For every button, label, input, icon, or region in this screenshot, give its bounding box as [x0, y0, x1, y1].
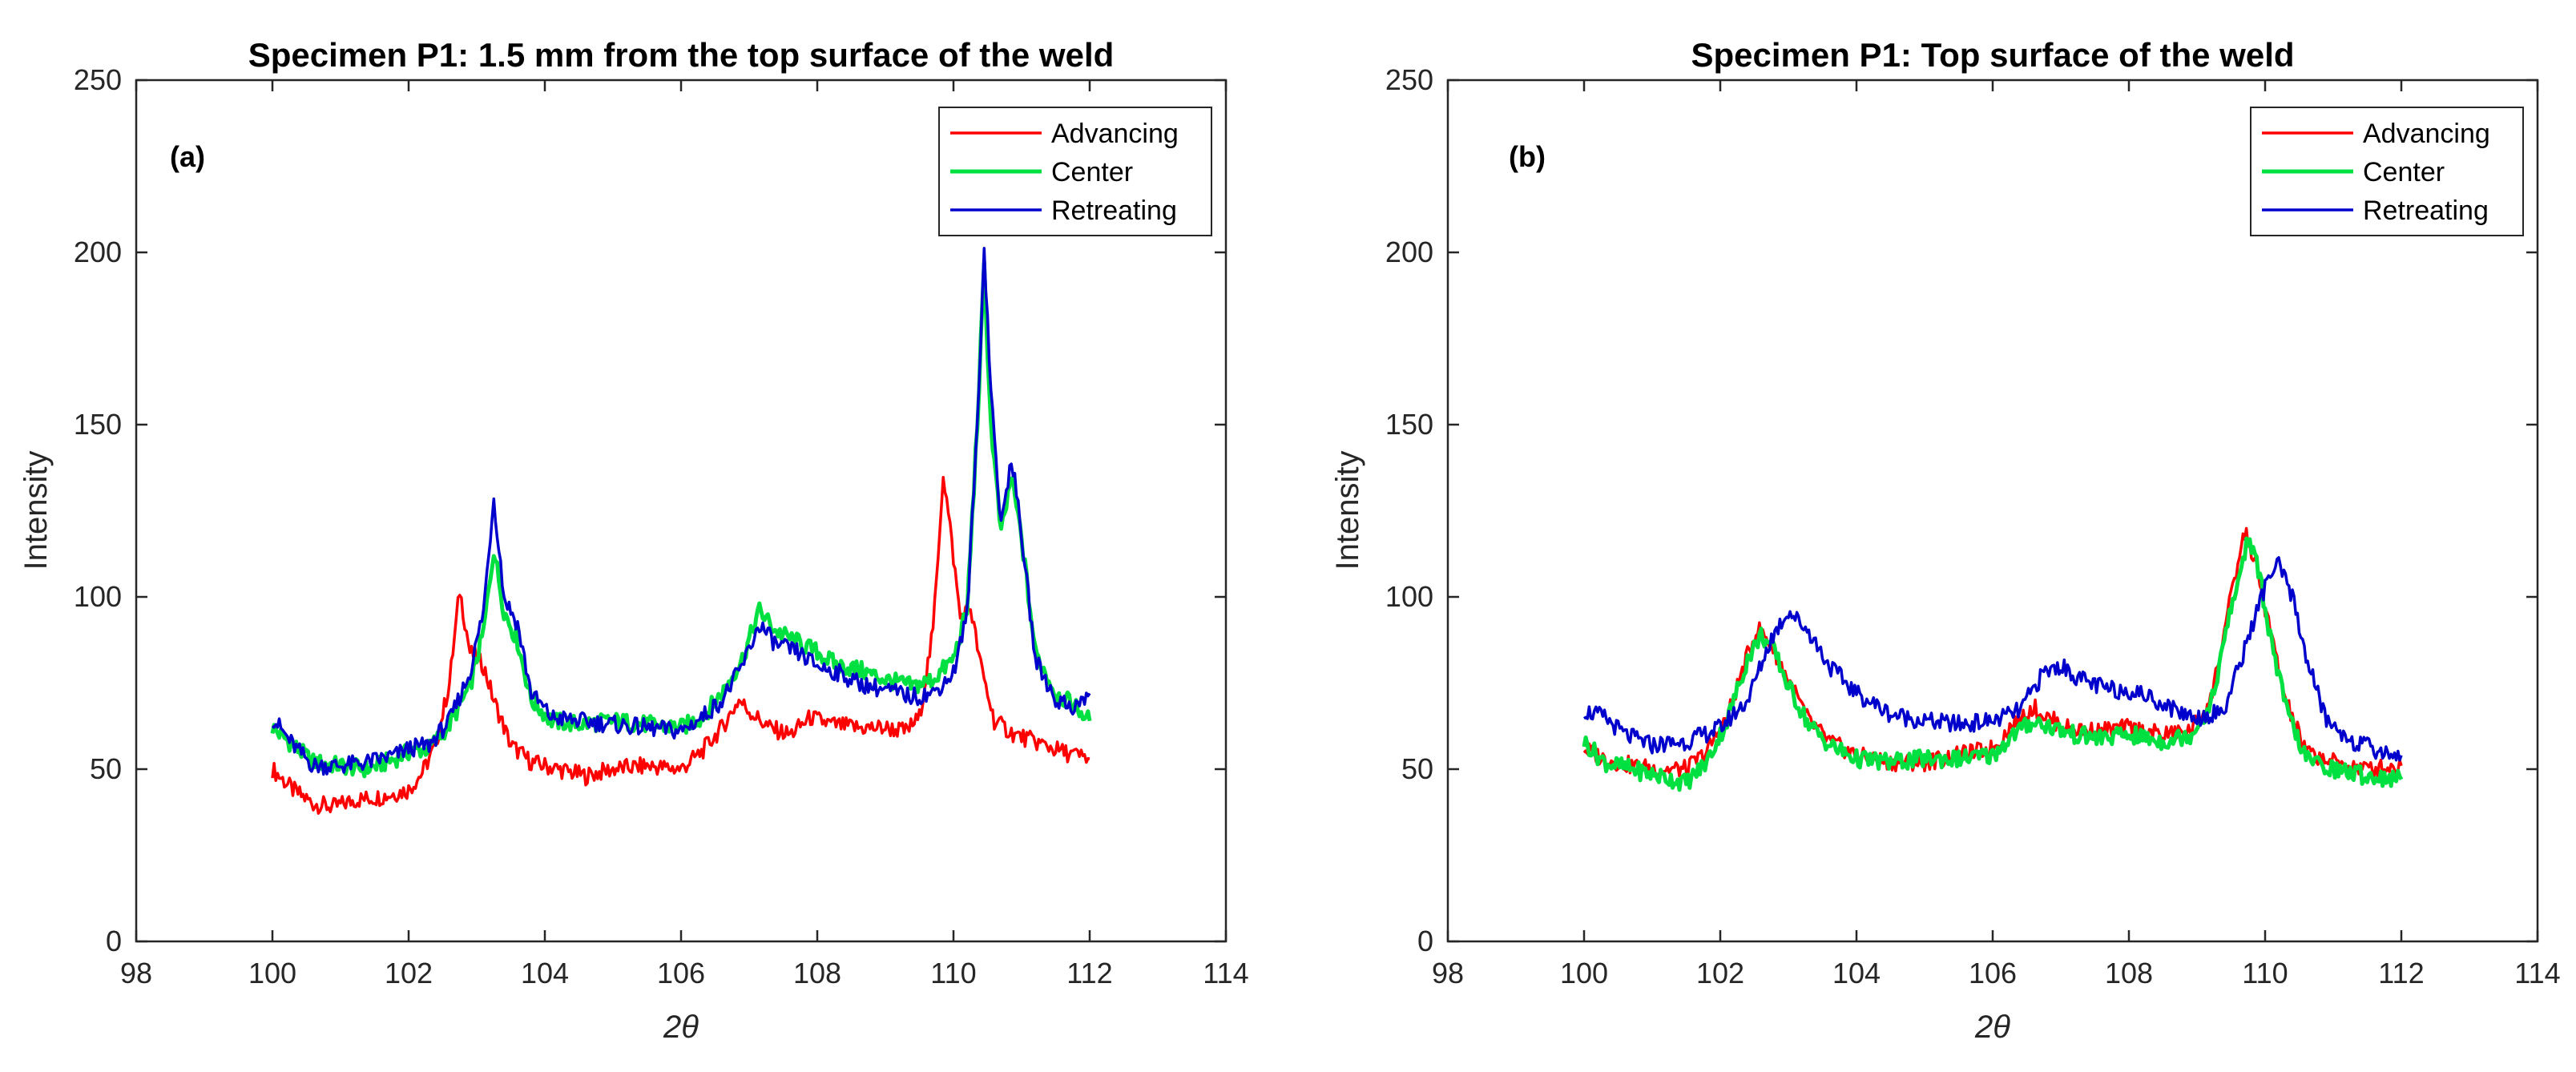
- x-axis-label: 2θ: [1974, 1010, 2010, 1045]
- series-line-center: [270, 260, 1092, 779]
- x-tick-label: 106: [657, 957, 705, 989]
- x-tick-label: 98: [120, 957, 152, 989]
- legend-entry: Center: [1051, 157, 1133, 187]
- legend: Advancing Center Retreating: [2250, 107, 2524, 236]
- x-tick-label: 110: [2242, 957, 2288, 989]
- chart-panel-b: Specimen P1: Top surface of the weld 98 1…: [1330, 36, 2561, 1045]
- series-line-retreating: [1582, 556, 2403, 762]
- y-axis-label: Intensity: [1330, 451, 1365, 570]
- x-tick-label: 104: [1832, 957, 1881, 989]
- y-tick-label: 50: [1401, 752, 1433, 785]
- legend-entry: Retreating: [2363, 195, 2489, 226]
- legend-entry: Advancing: [1051, 119, 1179, 149]
- x-tick-label: 100: [248, 957, 296, 989]
- plot-lines: [1582, 526, 2404, 792]
- chart-panel-a: Specimen P1: 1.5 mm from the top surface…: [18, 36, 1249, 1045]
- plot-lines: [270, 247, 1092, 815]
- panel-label: (a): [170, 140, 205, 173]
- x-tick-label: 108: [2105, 957, 2153, 989]
- y-tick-label: 200: [1385, 236, 1433, 268]
- legend-entry: Advancing: [2363, 119, 2490, 149]
- x-tick-label: 102: [385, 957, 433, 989]
- y-tick-label: 100: [1385, 580, 1433, 613]
- chart-title: Specimen P1: 1.5 mm from the top surface…: [248, 36, 1115, 74]
- y-tick-label: 0: [106, 925, 122, 957]
- x-tick-label: 102: [1696, 957, 1744, 989]
- series-line-retreating: [271, 247, 1091, 776]
- x-tick-label: 110: [930, 957, 976, 989]
- x-ticks: 98 100 102 104 106 108 110 112 114: [120, 80, 1249, 989]
- x-ticks: 98 100 102 104 106 108 110 112 114: [1432, 80, 2561, 989]
- x-tick-label: 100: [1560, 957, 1608, 989]
- x-tick-label: 112: [1066, 957, 1112, 989]
- y-tick-label: 150: [1385, 408, 1433, 441]
- y-tick-label: 0: [1417, 925, 1433, 957]
- x-tick-label: 114: [2514, 957, 2560, 989]
- x-tick-label: 104: [521, 957, 569, 989]
- y-tick-label: 200: [74, 236, 122, 268]
- x-tick-label: 114: [1203, 957, 1248, 989]
- chart-title: Specimen P1: Top surface of the weld: [1691, 36, 2294, 74]
- y-tick-label: 250: [1385, 63, 1433, 96]
- x-tick-label: 108: [793, 957, 841, 989]
- legend: Advancing Center Retreating: [938, 107, 1212, 236]
- x-tick-label: 106: [1969, 957, 2017, 989]
- y-tick-label: 150: [74, 408, 122, 441]
- y-tick-label: 50: [90, 752, 122, 785]
- x-axis-label: 2θ: [663, 1010, 699, 1045]
- y-tick-label: 250: [74, 63, 122, 96]
- series-line-advancing: [271, 476, 1090, 815]
- y-ticks: 0 50 100 150 200 250: [74, 63, 1226, 957]
- panel-label: (b): [1509, 140, 1546, 173]
- x-tick-label: 98: [1432, 957, 1464, 989]
- y-tick-label: 100: [74, 580, 122, 613]
- legend-entry: Center: [2363, 157, 2445, 187]
- legend-entry: Retreating: [1051, 195, 1177, 226]
- x-tick-label: 112: [2378, 957, 2424, 989]
- y-axis-label: Intensity: [18, 451, 54, 570]
- y-ticks: 0 50 100 150 200 250: [1385, 63, 2538, 957]
